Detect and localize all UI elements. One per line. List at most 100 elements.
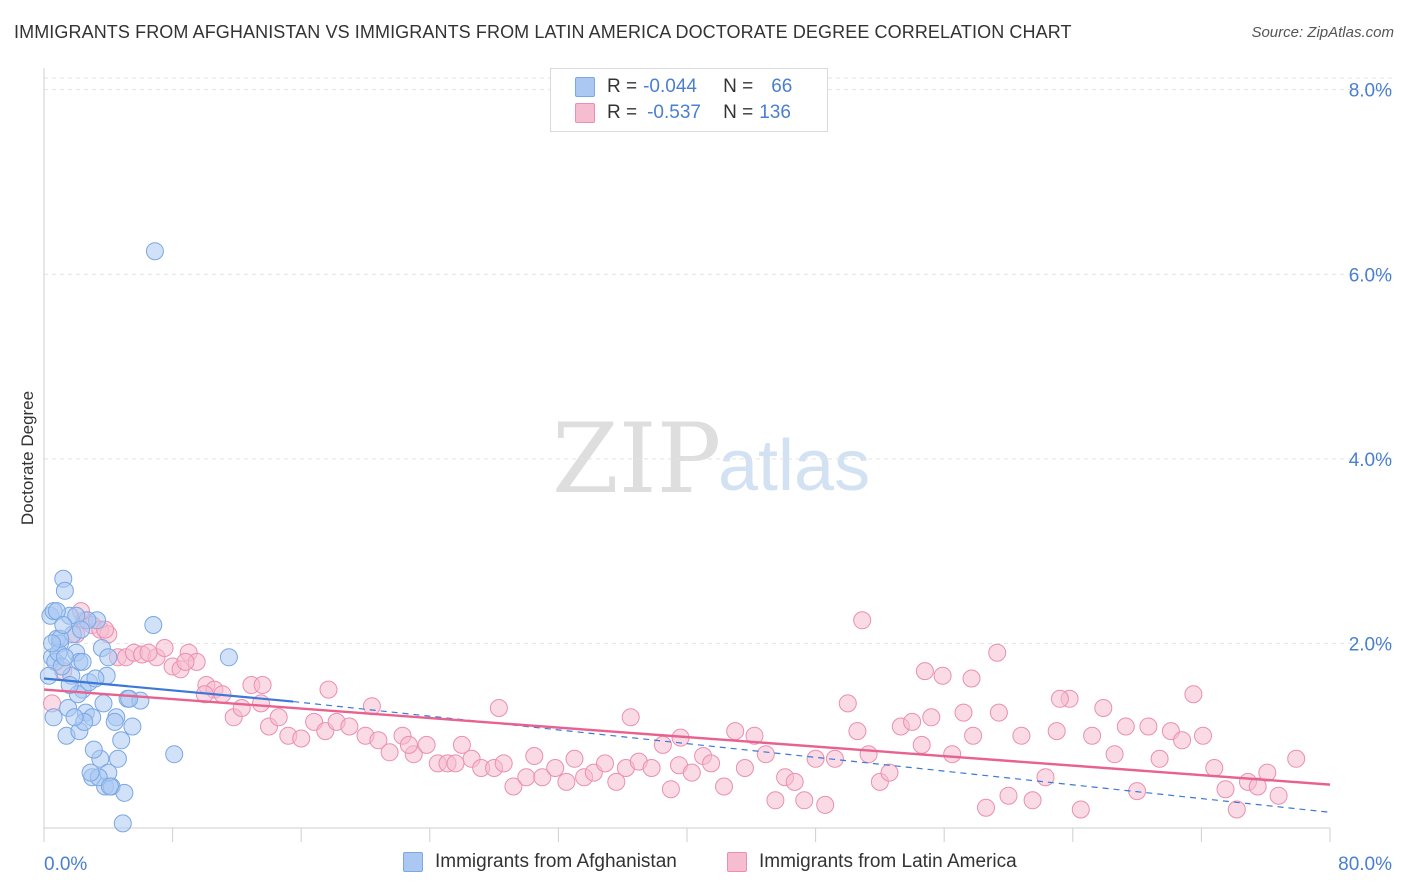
point-latin-america [1050,689,1069,708]
point-afghanistan [145,242,164,261]
legend-swatch-afghanistan [575,77,595,97]
point-latin-america [340,717,359,736]
point-latin-america [292,729,311,748]
point-latin-america [232,699,251,717]
point-latin-america [912,735,931,754]
legend-n-value: 136 [759,102,791,123]
point-afghanistan [108,749,127,768]
point-latin-america [853,611,872,630]
point-latin-america [1094,699,1113,717]
x-tick-label: 80.0% [1338,854,1392,875]
point-latin-america [954,703,973,722]
point-latin-america [533,768,552,787]
trend-line-afghanistan-extended [293,700,1331,813]
watermark-atlas: atlas [718,426,870,506]
point-afghanistan [65,708,84,727]
point-latin-america [848,722,867,741]
point-latin-america [962,669,981,688]
point-latin-america [838,694,857,713]
point-afghanistan [99,648,118,667]
point-latin-america [661,780,680,799]
point-afghanistan [43,634,61,653]
y-tick-label: 6.0% [1349,265,1392,286]
x-tick-labels: 0.0% 80.0% [44,854,1392,875]
point-latin-america [999,786,1018,805]
point-afghanistan [113,814,132,833]
point-latin-america [1012,726,1031,745]
point-latin-america [933,666,952,685]
point-latin-america [417,735,436,754]
point-latin-america [369,731,388,750]
point-latin-america [859,745,878,764]
point-latin-america [1184,685,1203,704]
point-latin-america [399,735,418,754]
gridlines [44,77,1392,644]
point-latin-america [745,726,764,745]
series-legend-afghanistan[interactable]: Immigrants from Afghanistan [403,851,677,873]
point-latin-america [525,747,544,765]
point-latin-america [1083,726,1102,745]
point-latin-america [880,763,899,782]
point-latin-america [825,749,844,768]
point-latin-america [557,772,576,791]
point-afghanistan [94,694,113,713]
y-tick-label: 4.0% [1349,450,1392,471]
point-latin-america [504,777,523,796]
series-legend-latin-america[interactable]: Immigrants from Latin America [727,851,1017,873]
point-latin-america [653,735,672,754]
y-tick-label: 2.0% [1349,634,1392,655]
point-latin-america [726,722,745,741]
point-latin-america [494,754,513,773]
point-latin-america [964,726,983,745]
point-latin-america [903,712,922,731]
point-latin-america [380,743,399,762]
point-latin-america [943,745,962,764]
series-latin-america-points [43,602,1306,819]
point-latin-america [1216,780,1235,799]
point-latin-america [155,639,174,657]
point-afghanistan [72,620,90,639]
correlation-legend: R = -0.044 N = 66 R = -0.537 N = 136 [550,68,828,132]
series-legend-label: Immigrants from Afghanistan [435,851,677,872]
point-latin-america [1047,722,1066,741]
point-latin-america [621,708,640,727]
legend-r-label: R = [607,76,638,97]
point-afghanistan [144,616,163,634]
point-afghanistan [54,616,73,634]
point-latin-america [1116,717,1135,736]
legend-swatch-latin-america [575,103,595,123]
series-legend-label: Immigrants from Latin America [759,851,1017,872]
y-tick-label: 8.0% [1349,81,1392,102]
point-latin-america [269,708,288,727]
point-latin-america [253,676,272,694]
point-latin-america [1071,800,1090,819]
legend-n-label: N = [723,76,754,97]
point-latin-america [596,754,614,773]
point-latin-america [915,662,934,681]
point-latin-america [517,768,536,787]
series-legend-swatch-latin-america [727,852,747,872]
point-latin-america [795,791,814,810]
legend-r-label: R = [607,102,638,123]
point-latin-america [989,703,1008,722]
point-latin-america [1105,745,1124,764]
point-afghanistan [112,731,131,750]
point-latin-america [139,643,158,662]
point-latin-america [702,754,721,773]
point-latin-america [735,759,754,777]
point-latin-america [319,680,338,699]
x-tick-label: 0.0% [44,854,87,875]
point-latin-america [1173,731,1192,750]
series-legend: Immigrants from Afghanistan Immigrants f… [0,851,1406,879]
trend-lines [43,677,1331,813]
legend-n-value: 66 [771,76,793,97]
point-afghanistan [120,689,139,708]
point-latin-america [452,735,471,754]
chart-title: IMMIGRANTS FROM AFGHANISTAN VS IMMIGRANT… [14,22,1072,42]
point-afghanistan [165,745,184,764]
point-latin-america [546,759,565,777]
point-afghanistan [39,666,58,685]
point-latin-america [766,791,785,810]
point-latin-america [1150,749,1169,768]
